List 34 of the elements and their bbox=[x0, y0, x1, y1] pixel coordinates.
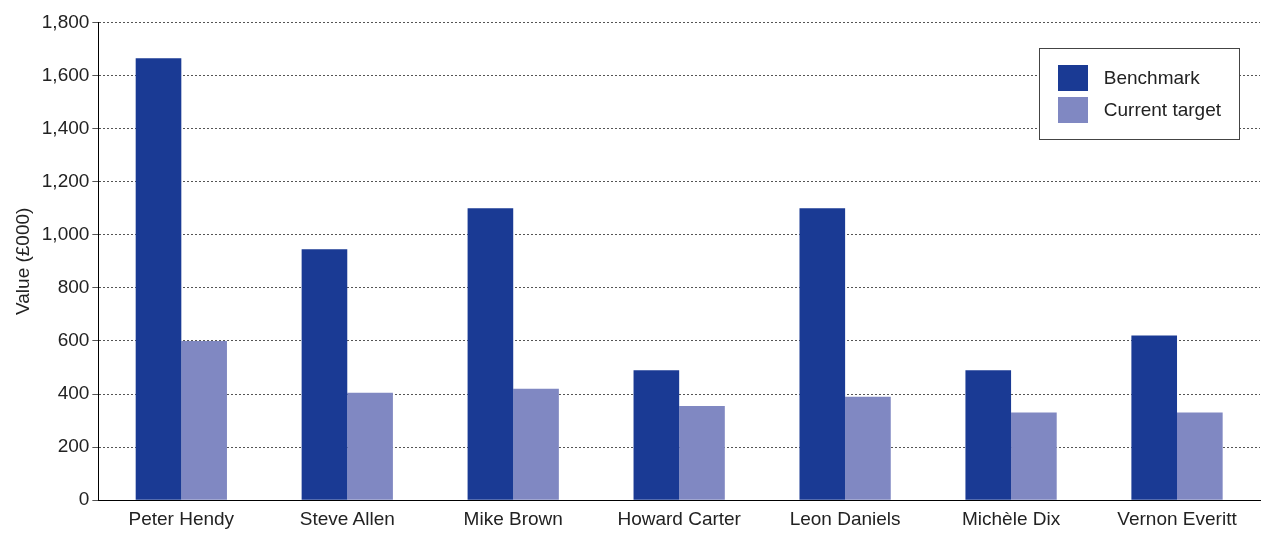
x-tick-label: Steve Allen bbox=[299, 507, 395, 529]
bar bbox=[799, 208, 846, 500]
bar bbox=[1131, 335, 1178, 500]
bar bbox=[1011, 412, 1057, 500]
y-tick-label: 0 bbox=[78, 488, 90, 510]
x-tick-label: Vernon Everitt bbox=[1117, 507, 1238, 529]
x-tick-label: Howard Carter bbox=[617, 507, 742, 529]
y-tick-label: 800 bbox=[57, 276, 90, 298]
legend-label: Current target bbox=[1103, 99, 1221, 121]
y-tick-label: 1,000 bbox=[41, 222, 90, 244]
bar bbox=[965, 370, 1012, 500]
bar bbox=[679, 405, 725, 500]
bar bbox=[135, 58, 182, 500]
y-tick-label: 200 bbox=[57, 435, 90, 457]
y-tick-label: 1,400 bbox=[41, 116, 90, 138]
bar bbox=[1177, 412, 1223, 500]
bar bbox=[467, 208, 514, 500]
legend-label: Benchmark bbox=[1103, 67, 1200, 89]
bar bbox=[181, 340, 227, 500]
y-axis-title: Value (£000) bbox=[11, 207, 33, 315]
y-tick-label: 1,800 bbox=[41, 10, 90, 32]
bar bbox=[347, 392, 393, 500]
x-tick-label: Peter Hendy bbox=[128, 507, 235, 529]
x-tick-label: Mike Brown bbox=[463, 507, 563, 529]
bar bbox=[633, 370, 680, 500]
bar bbox=[845, 396, 891, 500]
x-tick-label: Leon Daniels bbox=[789, 507, 901, 529]
y-tick-label: 400 bbox=[57, 382, 90, 404]
x-tick-label: Michèle Dix bbox=[961, 507, 1061, 529]
y-tick-label: 1,600 bbox=[41, 63, 90, 85]
bar bbox=[301, 249, 348, 500]
y-tick-label: 600 bbox=[57, 329, 90, 351]
bar bbox=[513, 388, 559, 500]
y-tick-label: 1,200 bbox=[41, 169, 90, 191]
